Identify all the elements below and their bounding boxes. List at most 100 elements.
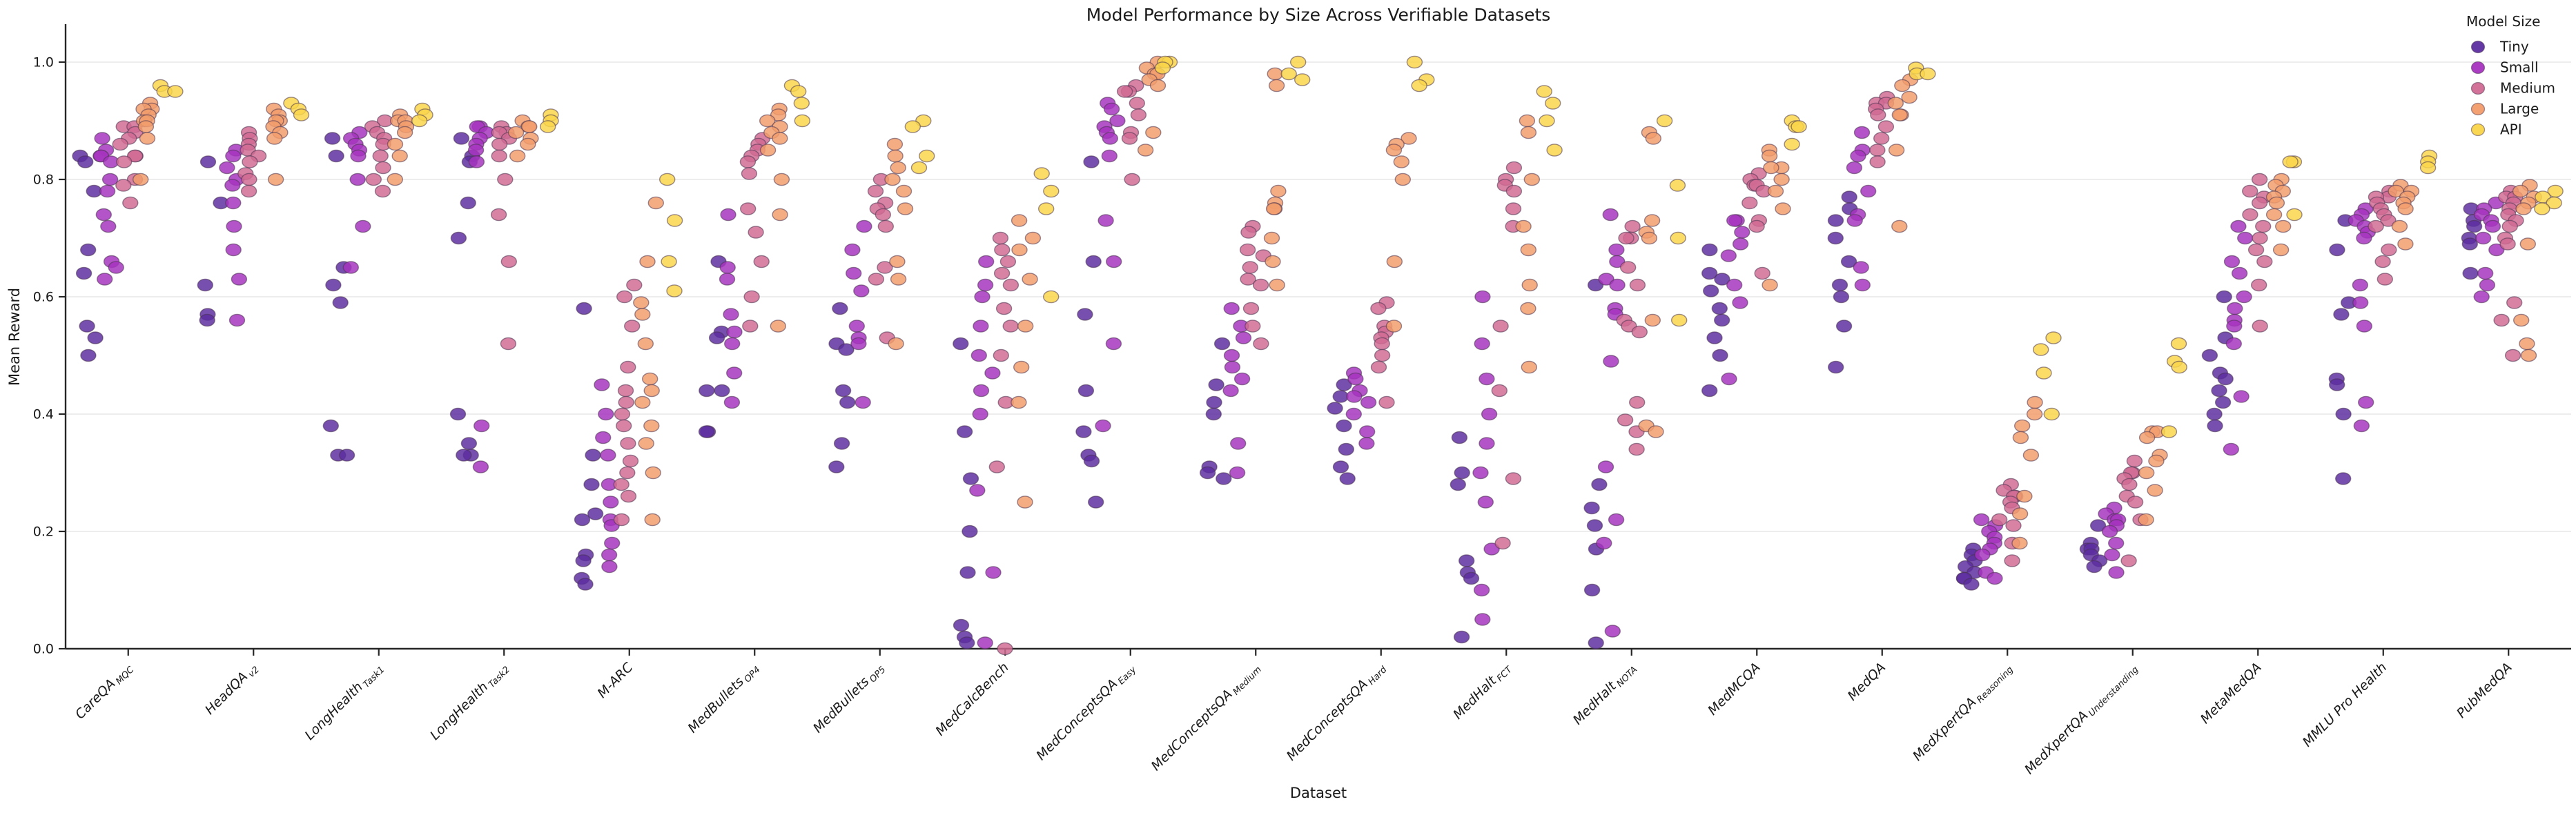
data-point-tiny xyxy=(2334,472,2352,485)
data-point-small xyxy=(96,273,113,286)
data-point-tiny xyxy=(1458,554,1475,567)
data-point-medium xyxy=(993,349,1010,362)
data-point-small xyxy=(1479,437,1495,450)
data-point-small xyxy=(720,208,736,222)
data-point-tiny xyxy=(575,554,592,567)
data-point-small xyxy=(1358,437,1375,450)
data-point-large xyxy=(1265,202,1282,215)
data-point-api xyxy=(293,108,310,121)
data-point-tiny xyxy=(1077,384,1095,398)
data-point-medium xyxy=(868,273,885,286)
data-point-medium xyxy=(739,155,757,168)
data-point-tiny xyxy=(828,460,845,473)
data-point-small xyxy=(2231,266,2248,280)
data-point-large xyxy=(391,149,408,163)
data-point-medium xyxy=(1869,144,1886,157)
data-point-large xyxy=(1519,114,1536,128)
data-point-small xyxy=(600,449,616,462)
data-point-medium xyxy=(500,255,517,268)
data-point-medium xyxy=(365,173,382,186)
data-point-small xyxy=(99,184,116,198)
data-point-large xyxy=(1024,231,1042,245)
data-point-tiny xyxy=(953,337,969,351)
data-point-tiny xyxy=(1332,460,1349,473)
data-point-api xyxy=(2286,208,2303,222)
data-point-tiny xyxy=(583,478,600,491)
data-point-small xyxy=(226,219,242,233)
data-point-medium xyxy=(1628,442,1645,456)
data-point-medium xyxy=(741,167,758,180)
data-point-large xyxy=(132,173,149,186)
data-point-medium xyxy=(491,149,507,163)
data-point-large xyxy=(2519,337,2535,351)
data-point-medium xyxy=(372,149,389,163)
data-point-large xyxy=(2520,349,2537,362)
data-point-small xyxy=(349,173,366,186)
data-point-large xyxy=(396,126,413,139)
data-point-medium xyxy=(2381,243,2397,257)
data-point-tiny xyxy=(1835,320,1853,333)
data-point-tiny xyxy=(1831,278,1848,292)
data-point-large xyxy=(2138,513,2154,527)
data-point-tiny xyxy=(1586,519,1603,532)
data-point-small xyxy=(225,196,242,210)
data-point-small xyxy=(1603,355,1619,368)
data-point-small xyxy=(468,155,485,168)
data-point-small xyxy=(1235,331,1252,344)
data-point-medium xyxy=(1124,173,1140,186)
data-point-tiny xyxy=(2217,372,2234,386)
y-tick-label: 0.4 xyxy=(33,407,54,422)
data-point-medium xyxy=(1873,132,1890,145)
data-point-tiny xyxy=(1087,496,1104,509)
data-point-tiny xyxy=(2207,419,2223,433)
data-point-large xyxy=(888,337,904,351)
data-point-api xyxy=(2534,202,2550,215)
data-point-small xyxy=(972,407,988,421)
data-point-tiny xyxy=(86,184,102,198)
data-point-api xyxy=(1670,313,1688,327)
data-point-medium xyxy=(2368,219,2384,233)
data-point-tiny xyxy=(1840,255,1857,268)
data-point-small xyxy=(2479,278,2496,292)
data-point-tiny xyxy=(1453,630,1470,644)
legend-swatch-api-icon xyxy=(2470,123,2486,137)
data-point-tiny xyxy=(1701,266,1718,280)
data-point-api xyxy=(666,214,683,227)
data-point-medium xyxy=(1242,261,1258,274)
data-point-small xyxy=(1474,290,1491,304)
data-point-tiny xyxy=(708,331,725,344)
legend-swatch-small-icon xyxy=(2470,61,2486,75)
data-point-small xyxy=(1608,513,1625,527)
data-point-tiny xyxy=(79,320,95,333)
data-point-small xyxy=(977,255,995,268)
data-point-large xyxy=(1267,67,1283,81)
data-point-large xyxy=(1265,255,1281,268)
data-point-small xyxy=(2225,337,2243,351)
data-point-medium xyxy=(1374,349,1391,362)
data-point-large xyxy=(1268,79,1285,92)
data-point-large xyxy=(1386,255,1403,268)
data-point-small xyxy=(1223,349,1240,362)
data-point-tiny xyxy=(332,296,349,309)
data-point-tiny xyxy=(1216,472,1232,485)
data-point-small xyxy=(2233,390,2250,403)
data-point-small xyxy=(601,560,618,574)
data-point-tiny xyxy=(324,132,341,145)
data-point-tiny xyxy=(460,437,478,450)
data-point-large xyxy=(1149,79,1167,92)
data-point-tiny xyxy=(460,196,476,210)
y-tick-label: 0.8 xyxy=(33,173,54,188)
data-point-medium xyxy=(112,137,128,151)
data-point-small xyxy=(472,460,489,473)
data-point-tiny xyxy=(1327,402,1343,415)
data-point-tiny xyxy=(338,449,355,462)
data-point-medium xyxy=(1505,202,1522,215)
data-point-small xyxy=(2227,302,2243,315)
data-point-tiny xyxy=(2086,560,2102,574)
data-point-tiny xyxy=(197,278,213,292)
data-point-large xyxy=(634,395,651,409)
data-point-medium xyxy=(2499,237,2516,251)
data-point-medium xyxy=(1619,261,1637,274)
data-point-medium xyxy=(1240,273,1256,286)
